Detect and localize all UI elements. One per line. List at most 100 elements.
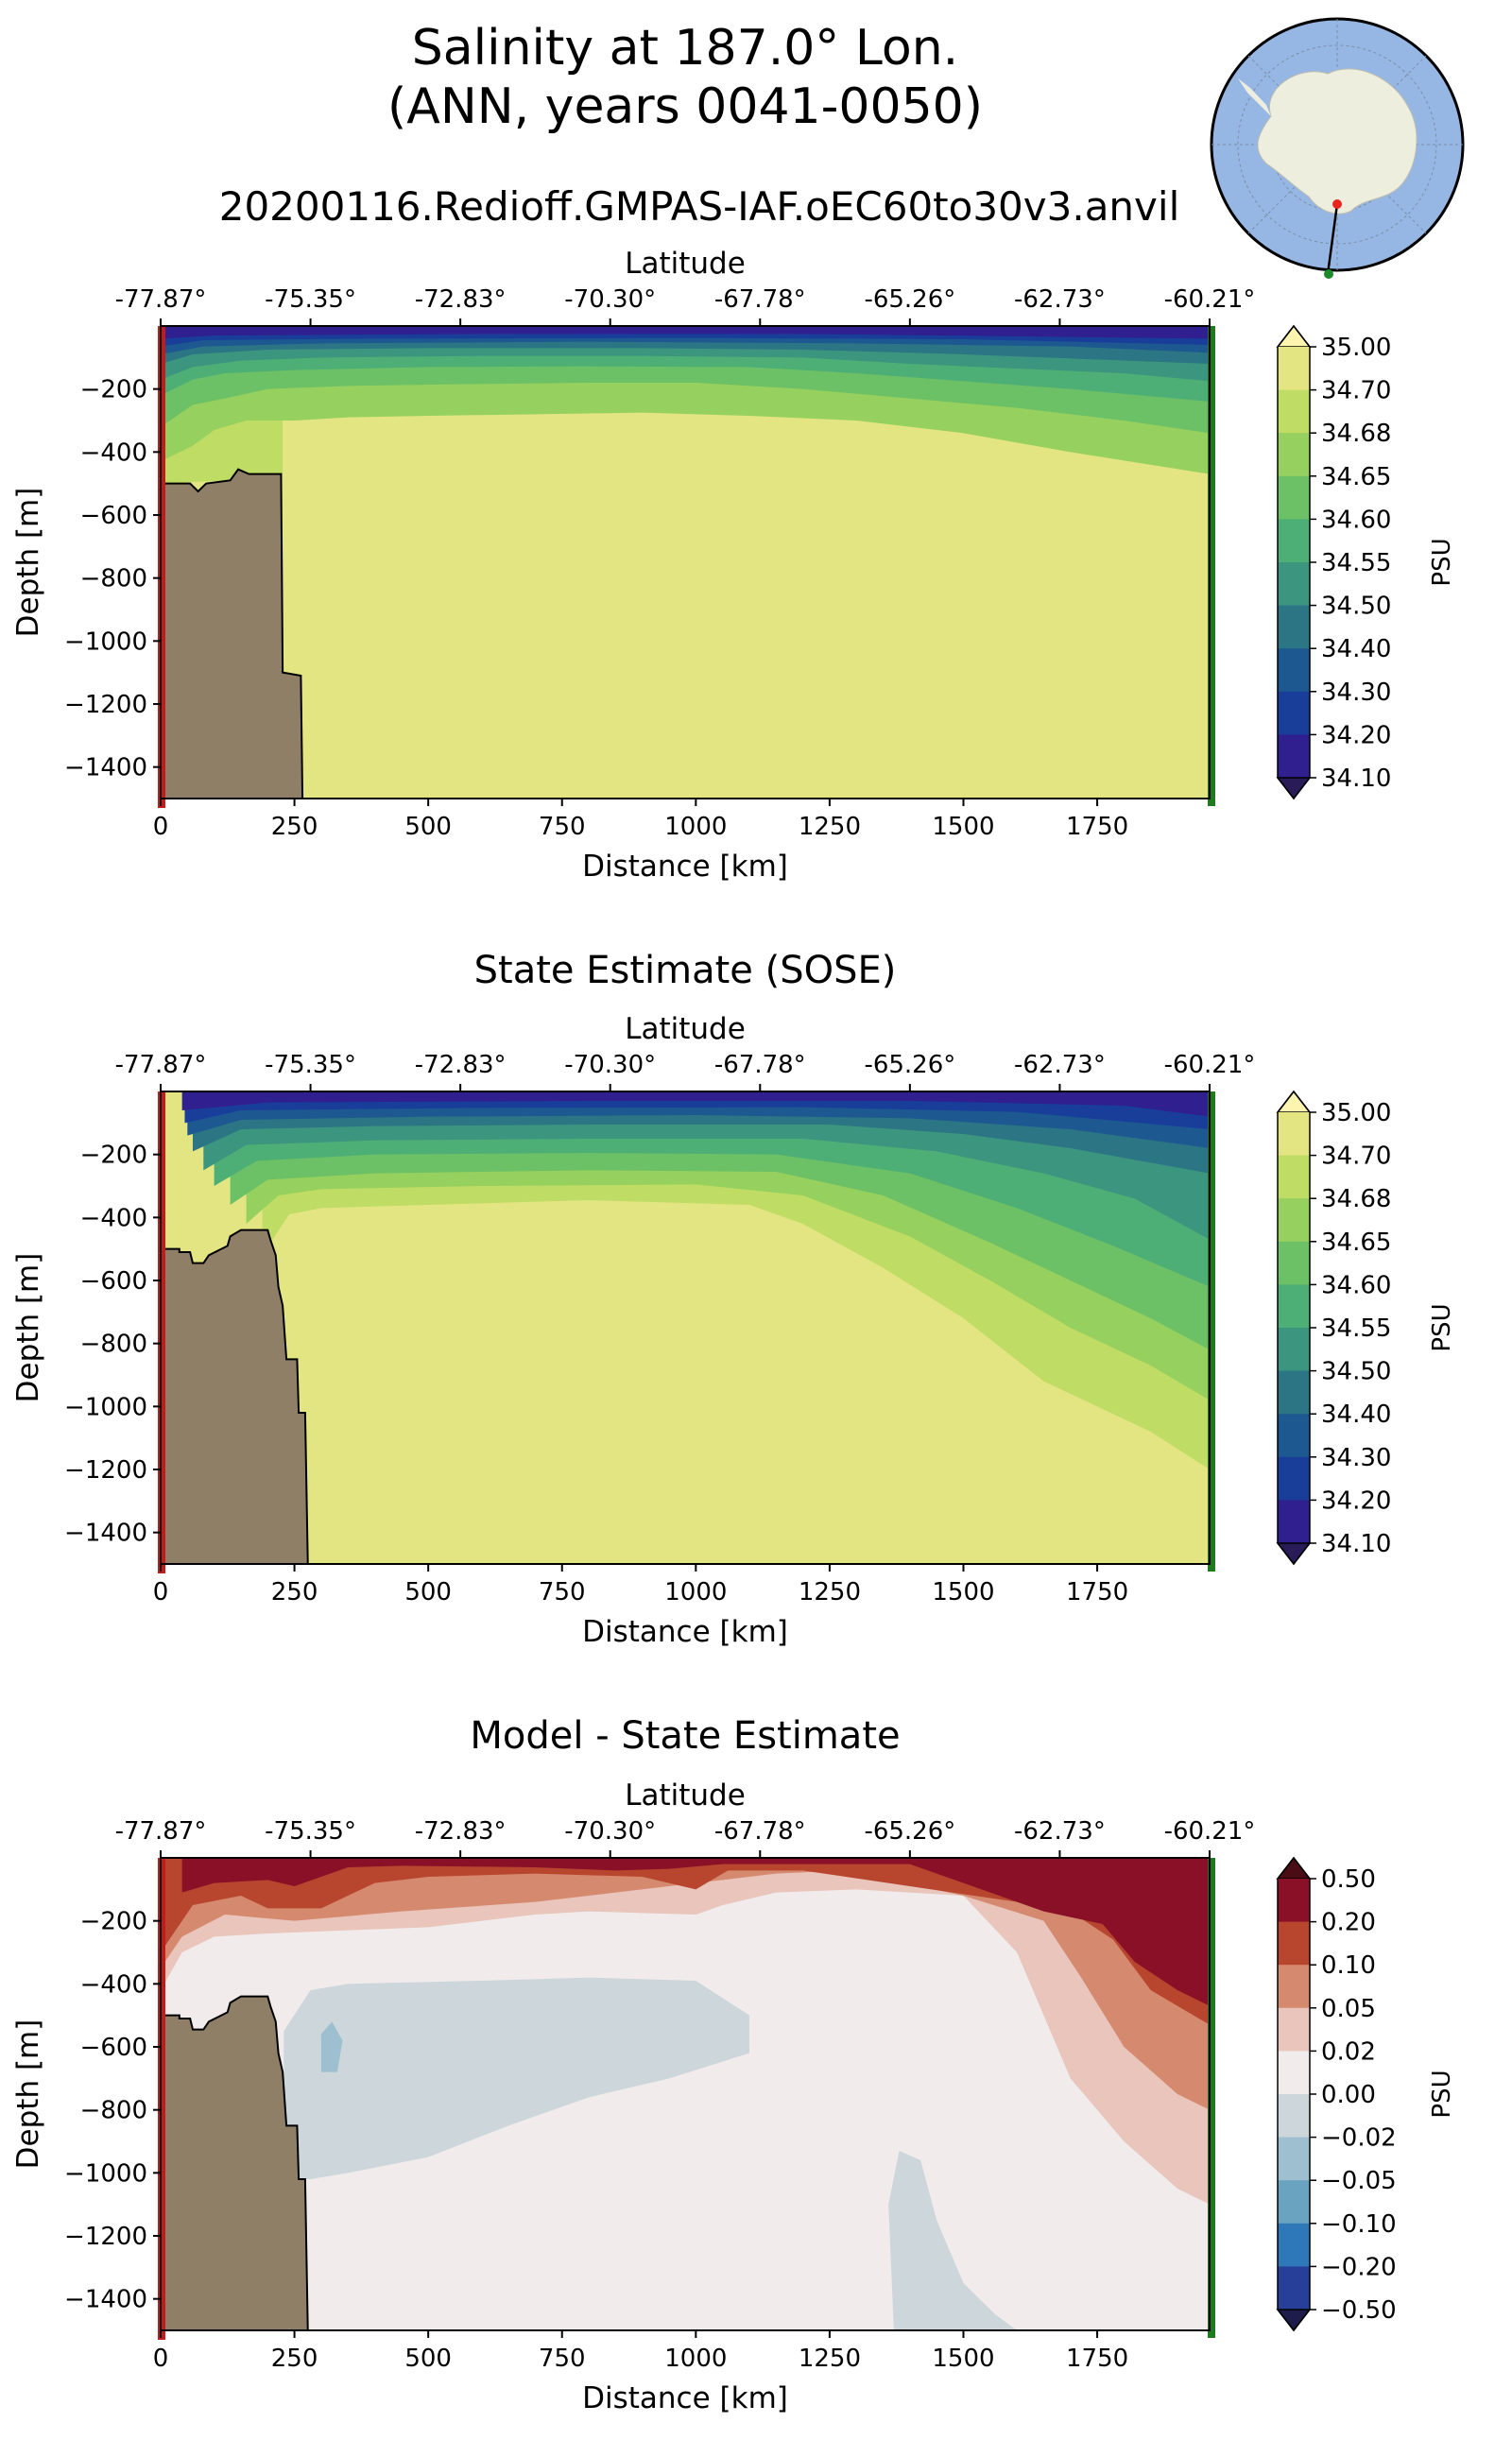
colorbar-segment <box>1278 562 1310 607</box>
lat-tick-label: -65.26° <box>864 285 955 314</box>
colorbar-tick-label: 34.65 <box>1321 1228 1391 1257</box>
y-tick-label: −200 <box>80 1908 147 1936</box>
x-tick-label: 0 <box>153 813 169 841</box>
lat-tick-label: -62.73° <box>1014 1051 1106 1079</box>
plot-area <box>161 1858 1210 2330</box>
x-tick-label: 750 <box>539 2345 586 2373</box>
contour-band <box>320 2021 343 2072</box>
colorbar-tick-label: 0.10 <box>1321 1951 1376 1980</box>
colorbar-tick-label: −0.50 <box>1321 2296 1397 2325</box>
bathymetry <box>161 1228 309 1564</box>
lat-tick-label: -67.78° <box>714 1051 806 1079</box>
antarctic-peninsula <box>1238 78 1271 116</box>
colorbar-segment <box>1278 1198 1310 1243</box>
colorbar-tick-label: 34.40 <box>1321 635 1391 663</box>
colorbar-segment <box>1278 734 1310 779</box>
x-axis-label: Distance [km] <box>582 2381 788 2415</box>
colorbar-label: PSU <box>1428 1303 1456 1351</box>
transect-end-marker <box>1208 1091 1215 1572</box>
panel-3: Model - State Estimate 0 250 500 750 1000 1250… <box>11 1714 1456 2415</box>
colorbar-label: PSU <box>1428 2070 1456 2118</box>
lat-tick-label: -67.78° <box>714 285 806 314</box>
lat-tick-label: -72.83° <box>415 1051 507 1079</box>
contour-band <box>181 1858 1210 2006</box>
colorbar-segment <box>1278 1965 1310 2009</box>
colorbar-segment <box>1278 1921 1310 1966</box>
colorbar-tick-label: 34.65 <box>1321 463 1391 491</box>
y-tick-label: −1400 <box>64 754 147 782</box>
y-axis-label: Depth [m] <box>11 1253 45 1403</box>
y-tick-label: −200 <box>80 376 147 404</box>
y-tick-label: −400 <box>80 438 147 467</box>
colorbar-tick-label: −0.02 <box>1321 2124 1397 2153</box>
colorbar-tick-label: 34.55 <box>1321 549 1391 577</box>
x-tick-label: 750 <box>539 1578 586 1606</box>
x-tick-label: 1000 <box>664 813 727 841</box>
top-axis-label: Latitude <box>625 1012 746 1046</box>
bathymetry <box>161 1995 309 2330</box>
colorbar-segment <box>1278 1500 1310 1544</box>
figure-title-line1: Salinity at 187.0° Lon. <box>412 20 958 77</box>
contour-band <box>161 326 1210 339</box>
colorbar-segment <box>1278 1112 1310 1157</box>
plot-area <box>161 326 1210 799</box>
x-tick-label: 250 <box>271 813 318 841</box>
colorbar-segment <box>1278 2007 1310 2052</box>
y-tick-label: −1000 <box>64 627 147 656</box>
lat-tick-label: -75.35° <box>265 1051 356 1079</box>
colorbar: 35.00 34.70 34.68 34.65 34.60 34.55 34.50 34.40… <box>1276 1090 1456 1566</box>
colorbar-segment <box>1278 2223 1310 2267</box>
colorbar-tick-label: 34.10 <box>1321 1530 1391 1558</box>
colorbar-tick-label: 0.00 <box>1321 2081 1376 2109</box>
y-tick-label: −1000 <box>64 1393 147 1421</box>
colorbar-tick-label: 34.68 <box>1321 1185 1391 1213</box>
x-tick-label: 1750 <box>1066 1578 1128 1606</box>
lat-tick-label: -75.35° <box>265 1817 356 1846</box>
lat-tick-label: -72.83° <box>415 285 507 314</box>
x-tick-label: 0 <box>153 2345 169 2373</box>
contour-band <box>283 326 1210 799</box>
x-tick-label: 1000 <box>664 1578 727 1606</box>
colorbar-tick-label: 34.70 <box>1321 1143 1391 1171</box>
x-tick-label: 1500 <box>932 813 994 841</box>
colorbar-tick-label: 34.10 <box>1321 765 1391 793</box>
x-tick-label: 750 <box>539 813 586 841</box>
y-tick-label: −1400 <box>64 2286 147 2314</box>
colorbar-segment <box>1278 519 1310 563</box>
contour-band <box>181 1091 1210 1117</box>
colorbar-tick-label: 34.20 <box>1321 721 1391 749</box>
figure-subtitle: 20200116.Redioff.GMPAS-IAF.oEC60to30v3.a… <box>219 183 1180 230</box>
y-tick-label: −1200 <box>64 1456 147 1485</box>
colorbar-tick-label: 34.50 <box>1321 593 1391 621</box>
y-tick-label: −600 <box>80 1267 147 1296</box>
x-tick-label: 1750 <box>1066 813 1128 841</box>
colorbar-tick-label: 0.20 <box>1321 1909 1376 1937</box>
panel-2: State Estimate (SOSE) 0 250 500 750 1000 1250 1… <box>11 949 1456 1649</box>
colorbar-tick-label: 35.00 <box>1321 1099 1391 1127</box>
colorbar-tick-label: 34.50 <box>1321 1358 1391 1386</box>
colorbar-segment <box>1278 1414 1310 1458</box>
x-axis-label: Distance [km] <box>582 1615 788 1649</box>
y-tick-label: −800 <box>80 1331 147 1359</box>
colorbar-tick-label: 34.55 <box>1321 1314 1391 1343</box>
colorbar-segment <box>1278 2180 1310 2225</box>
lat-tick-label: -77.87° <box>115 1817 207 1846</box>
x-tick-label: 1250 <box>799 2345 861 2373</box>
colorbar-segment <box>1278 2266 1310 2311</box>
contour-band <box>284 1977 749 2179</box>
y-axis-label: Depth [m] <box>11 2019 45 2170</box>
lat-tick-label: -70.30° <box>564 1051 656 1079</box>
x-tick-label: 500 <box>404 813 452 841</box>
antarctica-land <box>1257 68 1418 215</box>
x-tick-label: 500 <box>404 2345 452 2373</box>
top-axis-label: Latitude <box>625 1778 746 1813</box>
panel-title: Model - State Estimate <box>470 1714 900 1758</box>
colorbar-tick-label: −0.10 <box>1321 2210 1397 2239</box>
plot-frame <box>160 1857 1211 2331</box>
lat-tick-label: -67.78° <box>714 1817 806 1846</box>
y-tick-label: −600 <box>80 2034 147 2062</box>
y-tick-label: −400 <box>80 1970 147 1999</box>
lat-tick-label: -75.35° <box>265 285 356 314</box>
lat-tick-label: -62.73° <box>1014 285 1106 314</box>
